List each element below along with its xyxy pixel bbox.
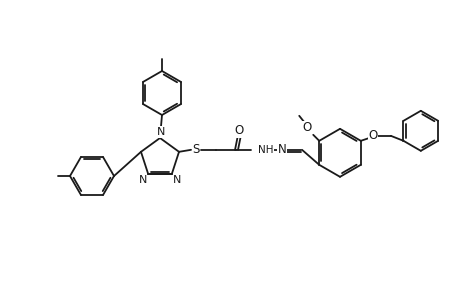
Text: O: O [302, 121, 311, 134]
Text: O: O [367, 129, 377, 142]
Text: N: N [173, 175, 181, 185]
Text: O: O [234, 124, 243, 137]
Text: N: N [277, 143, 286, 156]
Text: S: S [192, 143, 199, 156]
Text: N: N [157, 127, 165, 137]
Text: NH: NH [257, 145, 273, 155]
Text: N: N [139, 175, 147, 185]
